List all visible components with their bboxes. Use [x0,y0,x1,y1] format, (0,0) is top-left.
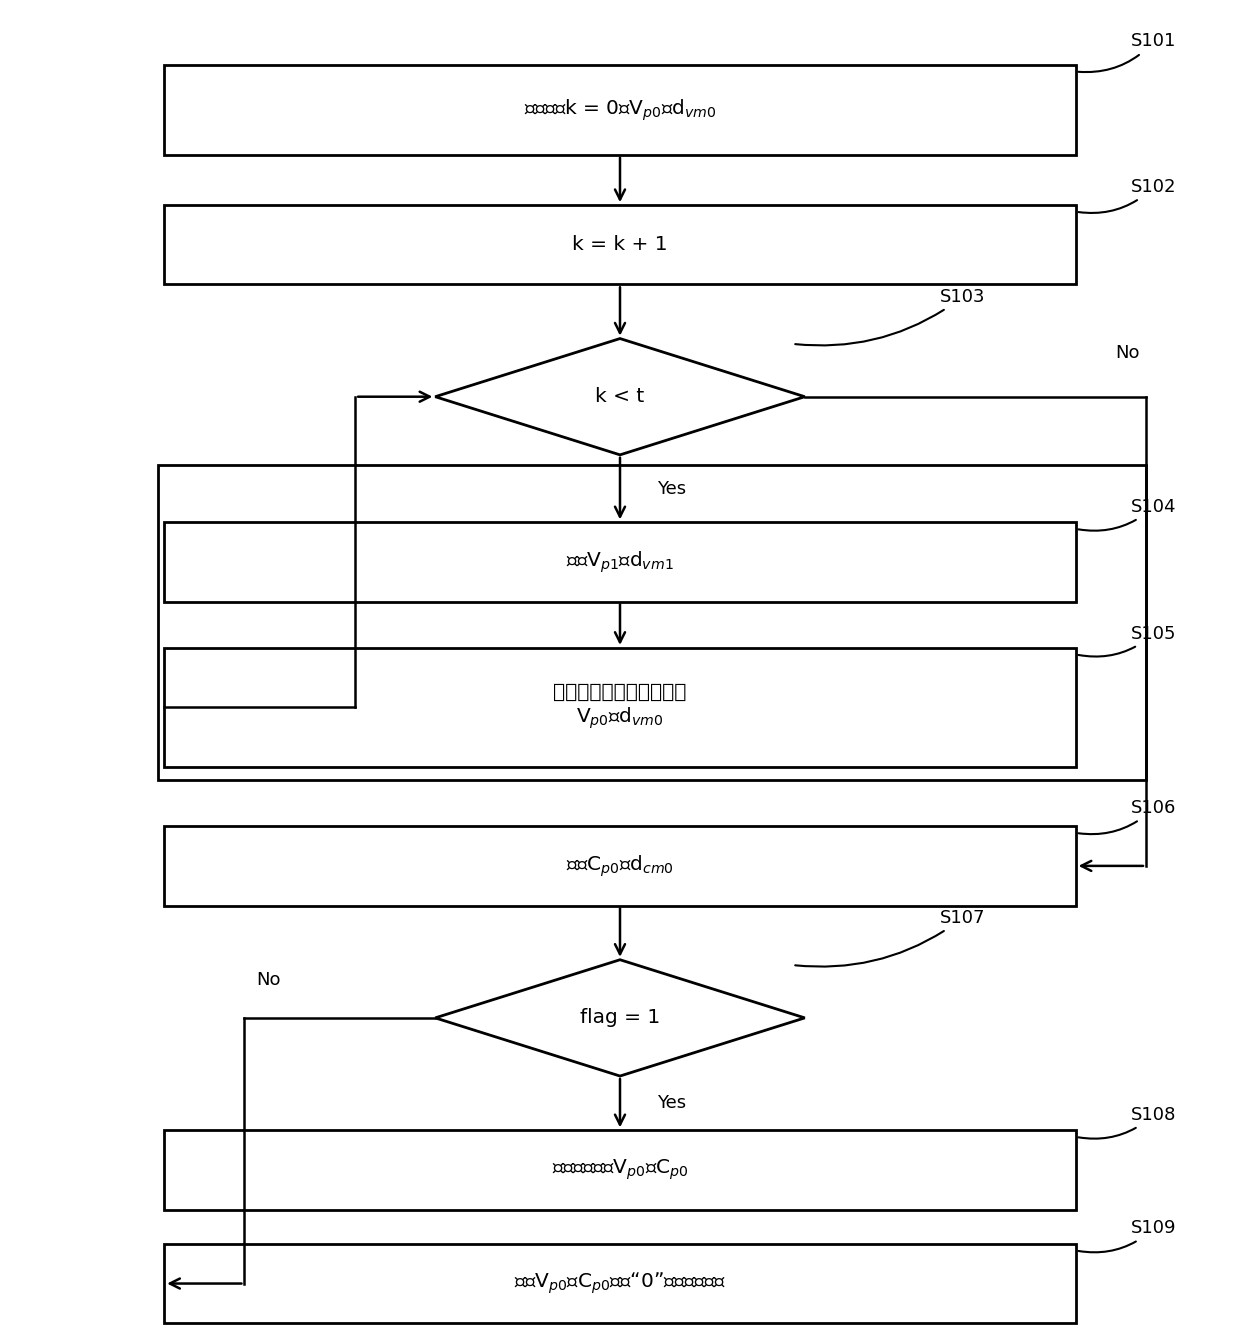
Text: 直接输出结果V$_{p0}$，C$_{p0}$: 直接输出结果V$_{p0}$，C$_{p0}$ [552,1157,688,1182]
Bar [164,1130,1076,1209]
Text: 两个矩阵相加，更新数据
V$_{p0}$，d$_{vm0}$: 两个矩阵相加，更新数据 V$_{p0}$，d$_{vm0}$ [553,684,687,732]
Text: S106: S106 [1079,799,1177,834]
Bar [164,1244,1076,1323]
Text: S107: S107 [795,908,986,967]
Text: S105: S105 [1079,625,1177,657]
Text: No: No [1115,344,1140,362]
Text: k < t: k < t [595,387,645,406]
Text: flag = 1: flag = 1 [580,1008,660,1027]
Text: S102: S102 [1079,178,1177,213]
Text: Yes: Yes [657,480,686,497]
Bar [164,205,1076,285]
Text: S104: S104 [1079,497,1177,531]
Text: 初始化：k = 0，V$_{p0}$，d$_{vm0}$: 初始化：k = 0，V$_{p0}$，d$_{vm0}$ [523,97,717,122]
Bar [164,648,1076,767]
Text: 更新V$_{p1}$，d$_{vm1}$: 更新V$_{p1}$，d$_{vm1}$ [567,549,673,575]
Text: Yes: Yes [657,1095,686,1112]
Bar [164,826,1076,906]
Bar [164,65,1076,154]
Text: No: No [257,971,281,988]
Text: S101: S101 [1079,32,1177,72]
Polygon shape [435,960,805,1076]
Text: 计算C$_{p0}$，d$_{cm0}$: 计算C$_{p0}$，d$_{cm0}$ [567,853,673,879]
Text: S103: S103 [795,287,986,346]
Bar [159,465,1146,779]
Text: k = k + 1: k = k + 1 [572,235,668,254]
Polygon shape [435,339,805,455]
Text: S109: S109 [1079,1220,1177,1253]
Bar [164,523,1076,601]
Text: S108: S108 [1079,1105,1177,1138]
Text: 删除V$_{p0}$，C$_{p0}$中的“0”，再输出结果: 删除V$_{p0}$，C$_{p0}$中的“0”，再输出结果 [513,1270,727,1297]
